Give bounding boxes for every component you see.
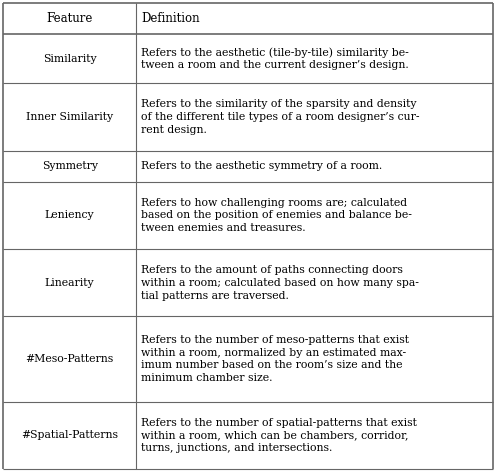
Text: Inner Similarity: Inner Similarity <box>26 112 113 122</box>
Text: Refers to the aesthetic (tile-by-tile) similarity be-
tween a room and the curre: Refers to the aesthetic (tile-by-tile) s… <box>141 47 409 70</box>
Text: Refers to the amount of paths connecting doors
within a room; calculated based o: Refers to the amount of paths connecting… <box>141 265 419 301</box>
Text: Definition: Definition <box>141 12 200 25</box>
Text: Leniency: Leniency <box>45 211 94 220</box>
Text: Linearity: Linearity <box>45 278 94 288</box>
Text: Refers to the aesthetic symmetry of a room.: Refers to the aesthetic symmetry of a ro… <box>141 161 382 171</box>
Text: Refers to the number of meso-patterns that exist
within a room, normalized by an: Refers to the number of meso-patterns th… <box>141 335 409 383</box>
Text: Similarity: Similarity <box>43 54 96 64</box>
Text: Symmetry: Symmetry <box>42 161 98 171</box>
Text: Feature: Feature <box>47 12 93 25</box>
Text: #Meso-Patterns: #Meso-Patterns <box>25 354 114 364</box>
Text: Refers to the number of spatial-patterns that exist
within a room, which can be : Refers to the number of spatial-patterns… <box>141 418 417 453</box>
Text: Refers to the similarity of the sparsity and density
of the different tile types: Refers to the similarity of the sparsity… <box>141 99 420 135</box>
Text: #Spatial-Patterns: #Spatial-Patterns <box>21 430 118 440</box>
Text: Refers to how challenging rooms are; calculated
based on the position of enemies: Refers to how challenging rooms are; cal… <box>141 198 412 233</box>
